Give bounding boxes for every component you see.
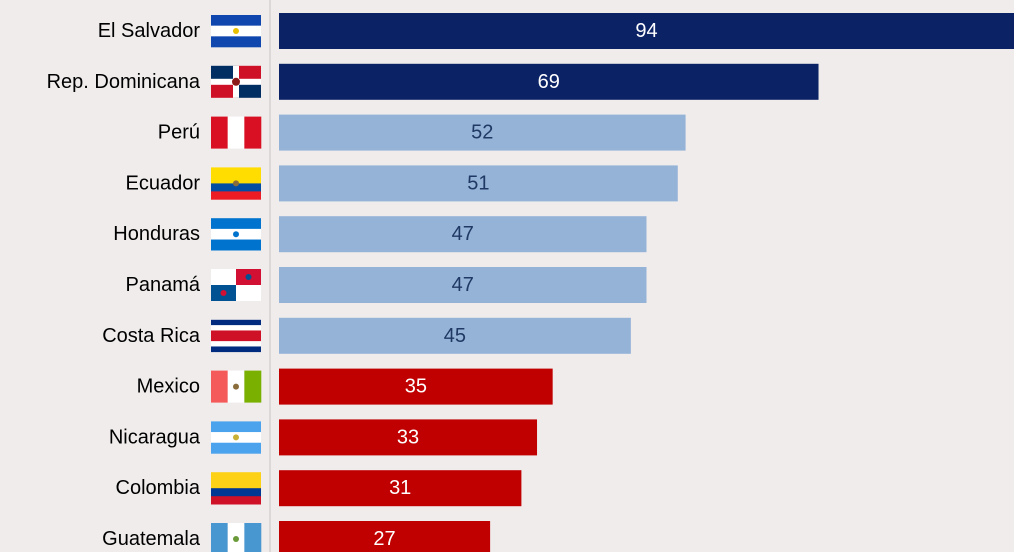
bar [279,419,538,456]
flag-part [211,496,261,505]
bar [279,470,522,507]
flag-part [211,319,261,326]
flag-part [236,81,261,98]
flag-part [211,36,261,48]
bar [279,216,647,253]
flag-part [211,421,261,433]
flag-part [245,274,252,280]
flag-part [211,370,228,403]
category-label: Panamá [126,274,201,296]
flag-part [211,346,261,353]
flag [211,269,261,301]
value-label: 69 [538,71,560,93]
flag-part [211,191,261,200]
flag-part [211,218,261,230]
value-label: 52 [471,122,493,144]
category-label: Guatemala [102,528,201,550]
category-label: Ecuador [126,172,201,194]
bar [279,521,491,552]
value-label: 33 [397,426,419,448]
value-label: 47 [452,223,474,245]
flag-part [211,65,236,82]
flag-part [244,116,262,149]
bar [279,114,686,151]
flag-part [211,269,236,285]
flag-part [233,383,239,390]
flag [211,472,261,505]
bar [279,165,678,202]
flag-part [211,15,261,26]
flag-part [211,325,261,331]
flag-part [211,167,261,184]
flag-part [211,523,228,552]
flag-part [211,81,236,98]
category-label: Costa Rica [102,325,201,347]
flag-part [232,77,240,86]
category-label: El Salvador [98,20,201,42]
flag-part [244,523,262,552]
flag [211,15,261,48]
flag-part [227,116,245,149]
flag-part [233,180,239,187]
flag-part [244,370,262,403]
value-label: 94 [635,20,657,42]
flag-part [236,65,261,82]
flag [211,218,261,251]
value-label: 27 [373,528,395,550]
flag [211,523,262,552]
category-label: Nicaragua [109,426,201,448]
category-label: Perú [158,122,200,144]
bar [279,368,553,405]
flag-part [233,434,239,441]
category-label: Rep. Dominicana [47,71,201,93]
flag [211,421,261,454]
flag-part [233,231,239,238]
bar [279,267,647,303]
flag-part [211,472,261,489]
flag-part [211,116,228,149]
flag-part [211,330,261,342]
flag [211,167,261,200]
flag [211,65,261,98]
value-label: 45 [444,325,466,347]
value-label: 35 [405,376,427,398]
flag [211,370,262,403]
flag-part [211,341,261,347]
bar [279,63,819,100]
bar [279,317,631,354]
flag-part [236,285,261,301]
flag-part [211,442,261,454]
category-label: Colombia [116,477,201,499]
flag-part [233,28,239,34]
value-label: 47 [452,274,474,296]
bar [279,13,1014,49]
category-label: Honduras [113,223,200,245]
value-label: 31 [389,477,411,499]
value-label: 51 [467,172,489,194]
flag [211,319,261,353]
flag-part [211,239,261,251]
category-label: Mexico [137,376,200,398]
flag-part [211,488,261,497]
flag-part [211,183,261,192]
flag [211,116,262,149]
flag-part [233,536,239,542]
flag-part [220,290,227,296]
